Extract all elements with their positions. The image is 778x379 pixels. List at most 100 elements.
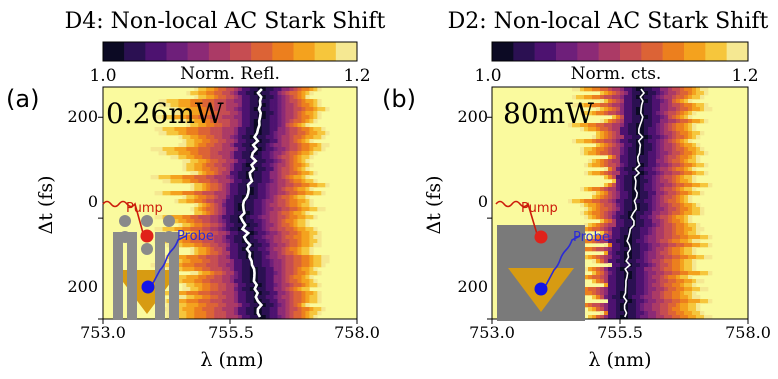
- heatmap-cell: [226, 279, 231, 284]
- heatmap-cell: [628, 203, 633, 208]
- heatmap-cell: [265, 183, 270, 188]
- heatmap-cell: [245, 275, 251, 280]
- heatmap-cell: [652, 199, 657, 204]
- heatmap-cell: [198, 251, 203, 256]
- heatmap-cell: [612, 251, 617, 256]
- heatmap-cell: [198, 223, 203, 228]
- heatmap-cell: [206, 175, 211, 180]
- heatmap-cell: [708, 243, 713, 248]
- heatmap-cell: [596, 303, 601, 308]
- heatmap-cell: [692, 135, 697, 140]
- heatmap-cell: [285, 251, 290, 256]
- heatmap-cell: [277, 199, 282, 204]
- heatmap-cell: [600, 271, 605, 276]
- heatmap-cell: [226, 119, 231, 124]
- heatmap-cell: [210, 107, 215, 112]
- heatmap-cell: [664, 227, 669, 232]
- heatmap-cell: [257, 239, 263, 244]
- heatmap-cell: [684, 139, 689, 144]
- heatmap-cell: [297, 311, 302, 316]
- heatmap-cell: [245, 215, 251, 220]
- heatmap-cell: [592, 195, 597, 200]
- heatmap-cell: [317, 299, 322, 304]
- heatmap-cell: [584, 199, 589, 204]
- heatmap-cell: [178, 223, 183, 228]
- heatmap-cell: [277, 303, 282, 308]
- heatmap-cell: [293, 163, 298, 168]
- heatmap-cell: [680, 243, 685, 248]
- heatmap-cell: [214, 187, 219, 192]
- heatmap-cell: [198, 143, 203, 148]
- heatmap-cell: [206, 131, 211, 136]
- heatmap-cell: [261, 123, 267, 128]
- heatmap-cell: [218, 127, 223, 132]
- heatmap-cell: [293, 119, 298, 124]
- heatmap-cell: [680, 251, 685, 256]
- heatmap-cell: [218, 267, 223, 272]
- heatmap-cell: [321, 127, 326, 132]
- heatmap-cell: [297, 207, 302, 212]
- heatmap-cell: [676, 95, 681, 100]
- heatmap-cell: [206, 299, 211, 304]
- heatmap-cell: [206, 219, 211, 224]
- heatmap-cell: [194, 143, 199, 148]
- heatmap-cell: [305, 147, 310, 152]
- heatmap-cell: [237, 127, 243, 132]
- heatmap-cell: [309, 111, 314, 116]
- heatmap-cell: [293, 239, 298, 244]
- heatmap-cell: [222, 163, 227, 168]
- heatmap-cell: [632, 311, 637, 316]
- heatmap-cell: [608, 247, 613, 252]
- heatmap-cell: [672, 239, 677, 244]
- heatmap-cell: [241, 283, 247, 288]
- heatmap-cell: [230, 99, 235, 104]
- heatmap-cell: [198, 311, 203, 316]
- heatmap-cell: [285, 91, 290, 96]
- heatmap-cell: [186, 299, 191, 304]
- heatmap-cell: [241, 147, 247, 152]
- heatmap-cell: [297, 291, 302, 296]
- heatmap-cell: [301, 207, 306, 212]
- heatmap-cell: [194, 155, 199, 160]
- heatmap-cell: [680, 255, 685, 260]
- heatmap-cell: [305, 175, 310, 180]
- heatmap-cell: [604, 127, 609, 132]
- heatmap-cell: [277, 243, 282, 248]
- heatmap-cell: [202, 303, 207, 308]
- heatmap-cell: [572, 87, 577, 92]
- heatmap-cell: [289, 283, 294, 288]
- heatmap-cell: [680, 103, 685, 108]
- heatmap-cell: [249, 187, 255, 192]
- heatmap-cell: [608, 187, 613, 192]
- heatmap-cell: [230, 119, 235, 124]
- heatmap-cell: [301, 231, 306, 236]
- heatmap-cell: [273, 171, 278, 176]
- heatmap-cell: [182, 227, 187, 232]
- heatmap-cell: [632, 159, 637, 164]
- heatmap-cell: [624, 123, 629, 128]
- heatmap-cell: [226, 103, 231, 108]
- heatmap-cell: [214, 283, 219, 288]
- heatmap-cell: [214, 243, 219, 248]
- heatmap-cell: [186, 191, 191, 196]
- heatmap-cell: [684, 123, 689, 128]
- heatmap-cell: [620, 203, 625, 208]
- heatmap-cell: [297, 131, 302, 136]
- heatmap-cell: [269, 111, 274, 116]
- heatmap-cell: [612, 255, 617, 260]
- heatmap-cell: [600, 211, 605, 216]
- heatmap-cell: [233, 167, 239, 172]
- heatmap-cell: [261, 111, 267, 116]
- heatmap-cell: [214, 207, 219, 212]
- heatmap-cell: [317, 103, 322, 108]
- heatmap-cell: [194, 279, 199, 284]
- heatmap-cell: [178, 259, 183, 264]
- heatmap-cell: [668, 275, 673, 280]
- heatmap-cell: [237, 283, 243, 288]
- heatmap-cell: [608, 275, 613, 280]
- heatmap-cell: [166, 243, 171, 248]
- heatmap-cell: [214, 115, 219, 120]
- heatmap-cell: [237, 247, 243, 252]
- heatmap-cell: [297, 283, 302, 288]
- heatmap-cell: [648, 219, 653, 224]
